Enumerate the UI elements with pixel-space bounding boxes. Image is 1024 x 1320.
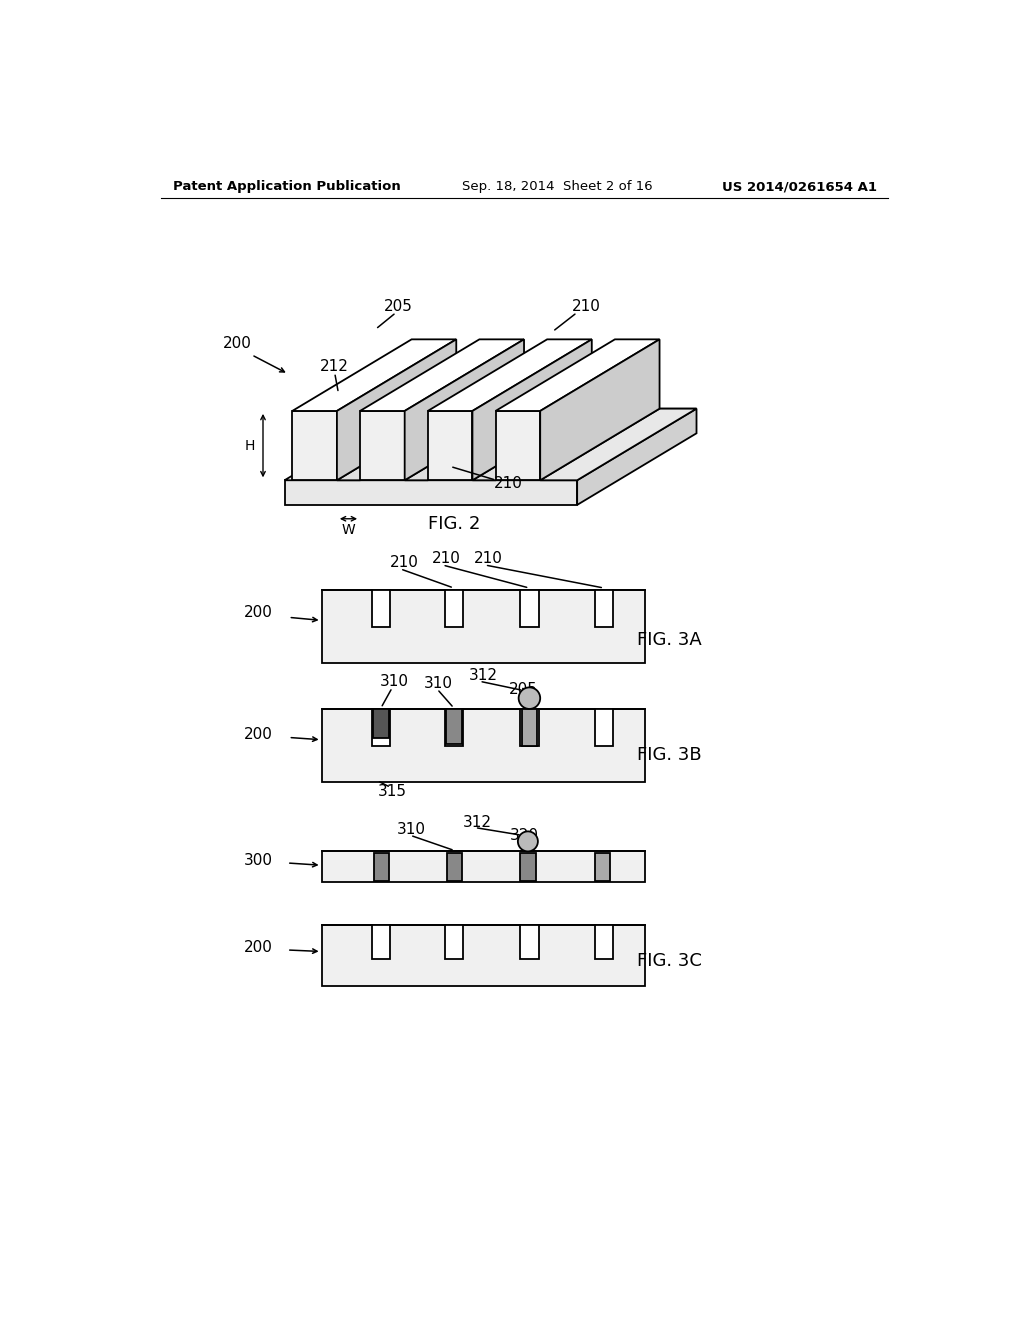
Polygon shape xyxy=(541,409,696,480)
Polygon shape xyxy=(360,411,404,480)
Text: 312: 312 xyxy=(469,668,498,684)
Text: 210: 210 xyxy=(572,298,601,314)
Text: 200: 200 xyxy=(244,605,273,620)
Text: 212: 212 xyxy=(321,359,349,374)
Circle shape xyxy=(518,832,538,851)
Text: Patent Application Publication: Patent Application Publication xyxy=(173,181,400,194)
Polygon shape xyxy=(496,339,659,411)
Polygon shape xyxy=(404,409,547,480)
Text: 300: 300 xyxy=(244,853,273,869)
Bar xyxy=(373,709,388,738)
Bar xyxy=(446,709,462,743)
Bar xyxy=(444,590,463,627)
Bar xyxy=(372,709,390,746)
Polygon shape xyxy=(292,339,457,411)
Text: 312: 312 xyxy=(463,814,492,830)
Bar xyxy=(444,924,463,960)
Bar xyxy=(595,924,613,960)
Bar xyxy=(520,709,539,746)
Bar xyxy=(520,924,539,960)
Polygon shape xyxy=(428,411,472,480)
Text: 310: 310 xyxy=(380,675,409,689)
Text: 210: 210 xyxy=(432,552,461,566)
Text: Sep. 18, 2014  Sheet 2 of 16: Sep. 18, 2014 Sheet 2 of 16 xyxy=(462,181,652,194)
Bar xyxy=(521,709,538,746)
Text: 205: 205 xyxy=(509,682,538,697)
Text: 200: 200 xyxy=(222,335,251,351)
Bar xyxy=(595,853,610,880)
Circle shape xyxy=(518,688,541,709)
Polygon shape xyxy=(496,411,541,480)
Bar xyxy=(374,853,389,880)
Polygon shape xyxy=(541,339,659,480)
Text: FIG. 3C: FIG. 3C xyxy=(637,952,702,970)
Polygon shape xyxy=(292,411,337,480)
Polygon shape xyxy=(285,409,696,480)
Bar xyxy=(322,851,645,882)
Text: 205: 205 xyxy=(384,298,413,314)
Bar xyxy=(322,709,645,781)
Text: 210: 210 xyxy=(494,475,522,491)
Text: 200: 200 xyxy=(244,940,273,956)
Polygon shape xyxy=(578,409,696,506)
Bar xyxy=(595,709,613,746)
Bar xyxy=(322,924,645,986)
Polygon shape xyxy=(360,339,524,411)
Text: FIG. 3A: FIG. 3A xyxy=(637,631,701,648)
Polygon shape xyxy=(404,339,524,480)
Polygon shape xyxy=(285,480,578,506)
Text: 210: 210 xyxy=(474,552,503,566)
Polygon shape xyxy=(472,339,592,480)
Text: W: W xyxy=(342,523,355,536)
Bar xyxy=(322,590,645,663)
Polygon shape xyxy=(428,339,592,411)
Text: 200: 200 xyxy=(244,727,273,742)
Bar xyxy=(520,590,539,627)
Bar xyxy=(372,590,390,627)
Text: US 2014/0261654 A1: US 2014/0261654 A1 xyxy=(723,181,878,194)
Polygon shape xyxy=(472,409,614,480)
Bar xyxy=(447,853,463,880)
Text: 210: 210 xyxy=(389,556,419,570)
Bar xyxy=(595,590,613,627)
Text: 315: 315 xyxy=(378,784,407,799)
Text: FIG. 3B: FIG. 3B xyxy=(637,746,701,764)
Text: 310: 310 xyxy=(397,822,426,837)
Bar xyxy=(444,709,463,746)
Polygon shape xyxy=(337,409,479,480)
Bar xyxy=(520,853,536,880)
Polygon shape xyxy=(337,339,457,480)
Text: 310: 310 xyxy=(424,676,453,692)
Text: 320: 320 xyxy=(510,829,540,843)
Text: H: H xyxy=(245,438,255,453)
Text: FIG. 2: FIG. 2 xyxy=(428,515,480,533)
Bar xyxy=(372,924,390,960)
